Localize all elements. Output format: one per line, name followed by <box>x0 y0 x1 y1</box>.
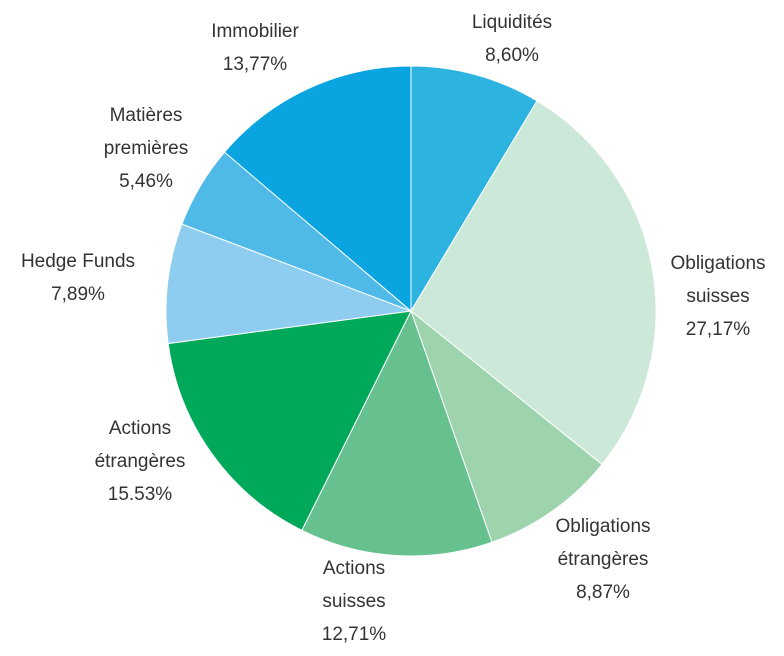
pie-slice <box>223 65 412 313</box>
pie-slice <box>301 309 493 557</box>
value-label: 7,89% <box>51 284 105 305</box>
value-label: 12,71% <box>321 624 387 645</box>
category-label: Actions suisses <box>322 558 386 612</box>
value-label: 15.53% <box>107 484 173 505</box>
slice-label: Liquidités 8,60% <box>450 6 574 72</box>
category-label: Actions étrangères <box>94 418 186 472</box>
slice-label: Matières premières 5,46% <box>84 99 208 198</box>
category-label: Liquidités <box>471 12 553 33</box>
value-label: 5,46% <box>119 171 173 192</box>
value-label: 13,77% <box>222 54 288 75</box>
pie-slice <box>167 310 412 532</box>
category-label: Immobilier <box>211 21 299 42</box>
category-label: Obligations étrangères <box>555 516 651 570</box>
value-label: 27,17% <box>685 319 751 340</box>
slice-label: Immobilier 13,77% <box>193 15 317 81</box>
category-label: Hedge Funds <box>20 251 136 272</box>
slice-label: Actions étrangères 15.53% <box>78 412 202 511</box>
value-label: 8,87% <box>576 582 630 603</box>
value-label: 8,60% <box>485 45 539 66</box>
slice-label: Obligations étrangères 8,87% <box>541 510 665 609</box>
slice-label: Actions suisses 12,71% <box>292 552 416 651</box>
pie-slice <box>409 309 603 543</box>
category-label: Obligations suisses <box>670 253 766 307</box>
category-label: Matières premières <box>103 105 189 159</box>
pie-slice <box>410 65 538 313</box>
pie-slice <box>165 223 412 345</box>
pie-slice <box>410 100 657 466</box>
slice-label: Obligations suisses 27,17% <box>656 247 780 346</box>
slice-label: Hedge Funds 7,89% <box>16 245 140 311</box>
